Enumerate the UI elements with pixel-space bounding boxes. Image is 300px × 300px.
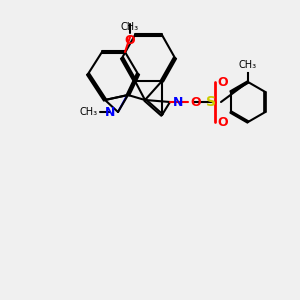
Text: CH₃: CH₃ bbox=[239, 60, 257, 70]
Text: O: O bbox=[217, 116, 228, 128]
Text: N: N bbox=[173, 95, 183, 109]
Text: O: O bbox=[190, 95, 201, 109]
Text: S: S bbox=[206, 95, 216, 109]
Text: O: O bbox=[125, 34, 135, 47]
Text: O: O bbox=[217, 76, 228, 88]
Text: CH₃: CH₃ bbox=[121, 22, 139, 32]
Text: N: N bbox=[105, 106, 115, 118]
Text: CH₃: CH₃ bbox=[80, 107, 98, 117]
